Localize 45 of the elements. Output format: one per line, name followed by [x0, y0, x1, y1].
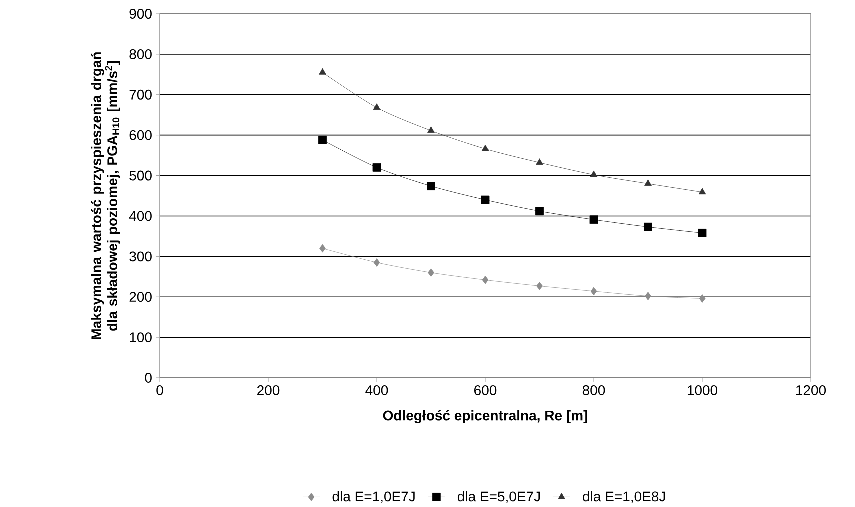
- legend-label: dla E=5,0E7J: [458, 491, 540, 504]
- point: [645, 292, 652, 300]
- x-axis-title: Odległość epicentralna, Re [m]: [383, 410, 588, 424]
- point: [698, 228, 707, 238]
- legend-label: dla E=1,0E7J: [332, 491, 415, 504]
- y-tick-label: 900: [130, 9, 152, 19]
- point: [372, 163, 382, 172]
- point: [590, 287, 598, 296]
- x-tick-label: 200: [258, 386, 280, 396]
- point: [320, 244, 326, 253]
- y-tick-label: 200: [130, 292, 152, 302]
- x-tick-label: 1200: [796, 386, 826, 396]
- x-tick-label: 400: [366, 386, 388, 396]
- x-tick-label: 1000: [688, 386, 718, 396]
- legend-label: dla E=1,0E8J: [583, 491, 666, 504]
- point: [699, 294, 706, 303]
- point: [590, 170, 598, 178]
- y-tick-label: 0: [145, 373, 152, 383]
- point: [373, 104, 381, 110]
- x-tick-label: 0: [156, 386, 164, 396]
- y-tick-label: 800: [130, 49, 152, 60]
- point: [374, 258, 380, 267]
- y-tick-label: 100: [130, 332, 152, 342]
- point: [481, 196, 490, 204]
- y-tick-label: 500: [130, 170, 152, 181]
- point: [318, 136, 327, 144]
- x-tick-label: 600: [474, 386, 497, 396]
- point: [428, 268, 434, 278]
- y-tick-label: 700: [130, 90, 152, 100]
- point: [644, 222, 652, 232]
- y-tick-label: 600: [130, 130, 152, 140]
- point: [482, 276, 489, 284]
- point: [482, 144, 490, 152]
- point: [536, 158, 544, 166]
- x-tick-label: 800: [582, 386, 606, 396]
- point: [698, 188, 706, 195]
- point: [319, 68, 326, 75]
- point: [536, 282, 543, 290]
- point: [590, 216, 598, 224]
- point: [427, 182, 436, 190]
- point: [644, 180, 652, 186]
- y-tick-label: 300: [130, 252, 152, 262]
- point: [536, 207, 544, 216]
- point: [428, 126, 435, 134]
- y-tick-label: 400: [129, 211, 152, 222]
